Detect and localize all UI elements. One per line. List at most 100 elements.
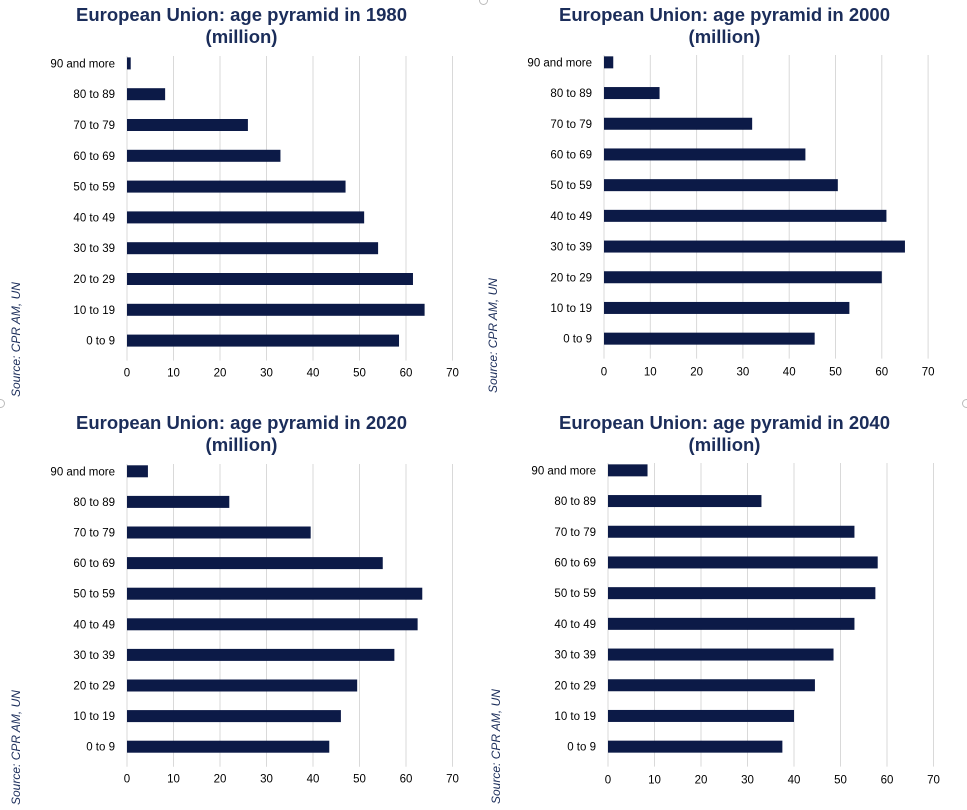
resize-handle [0, 399, 5, 408]
chart-panel-1980: European Union: age pyramid in 1980 (mil… [0, 0, 483, 402]
category-label: 70 to 79 [550, 119, 592, 131]
bar [604, 117, 753, 130]
bar [127, 679, 358, 692]
category-label: 10 to 19 [73, 711, 115, 723]
bar [127, 587, 423, 600]
category-label: 40 to 49 [550, 211, 592, 223]
category-label: 0 to 9 [563, 334, 592, 346]
x-tick-label: 70 [927, 775, 940, 787]
bar [608, 464, 648, 477]
category-label: 20 to 29 [554, 680, 596, 692]
bar-chart-2000: 0 10 20 30 40 50 60 70 90 and more 80 to 89 70 to … [527, 55, 935, 379]
bar [608, 587, 876, 600]
x-tick-label: 60 [400, 368, 413, 380]
x-tick-label: 40 [307, 368, 320, 380]
bar [608, 709, 794, 722]
bar [608, 495, 762, 508]
category-label: 60 to 69 [550, 149, 592, 161]
bar [604, 56, 614, 69]
category-label: 40 to 49 [73, 212, 115, 224]
category-label: 40 to 49 [554, 619, 596, 631]
chart-title-line2: (million) [205, 434, 278, 455]
bar [604, 148, 806, 161]
x-tick-label: 50 [353, 368, 366, 380]
category-label: 50 to 59 [554, 588, 596, 600]
category-label: 80 to 89 [73, 497, 115, 509]
category-label: 30 to 39 [73, 650, 115, 662]
x-tick-label: 50 [834, 775, 847, 787]
bar [127, 740, 330, 753]
bar [608, 525, 855, 538]
category-label: 70 to 79 [73, 528, 115, 540]
category-label: 0 to 9 [86, 336, 115, 348]
bar [127, 211, 365, 224]
x-tick-label: 10 [644, 367, 657, 379]
bar [127, 88, 166, 101]
bar [604, 209, 887, 222]
chart-title-line2: (million) [688, 26, 761, 47]
bar [604, 87, 660, 100]
x-tick-label: 50 [353, 774, 366, 786]
bar [127, 149, 281, 162]
category-label: 90 and more [527, 57, 592, 69]
bar [127, 648, 395, 661]
x-tick-label: 10 [167, 368, 180, 380]
bar [127, 557, 383, 570]
bar [127, 119, 248, 131]
x-tick-label: 0 [124, 368, 130, 380]
bar [608, 740, 783, 753]
bar [127, 710, 341, 723]
x-tick-label: 70 [922, 367, 935, 379]
bar [127, 618, 418, 631]
category-label: 20 to 29 [550, 272, 592, 284]
category-label: 0 to 9 [86, 742, 115, 754]
category-label: 10 to 19 [554, 711, 596, 723]
chart-title-line1: European Union: age pyramid in 2000 [558, 4, 891, 25]
x-tick-label: 10 [167, 774, 180, 786]
category-label: 50 to 59 [73, 182, 115, 194]
bar [604, 240, 905, 253]
bar [604, 179, 838, 192]
category-label: 80 to 89 [554, 496, 596, 508]
chart-panel-2000: European Union: age pyramid in 2000 (mil… [483, 0, 966, 402]
bar [127, 273, 413, 285]
category-label: 30 to 39 [554, 650, 596, 662]
bar [608, 556, 878, 569]
x-tick-label: 20 [695, 775, 708, 787]
x-tick-label: 0 [124, 774, 130, 786]
bar [604, 332, 815, 345]
x-tick-label: 30 [737, 367, 750, 379]
bar [127, 334, 400, 347]
category-label: 60 to 69 [73, 151, 115, 163]
bar [608, 617, 855, 630]
x-tick-label: 20 [690, 367, 703, 379]
category-label: 80 to 89 [73, 89, 115, 101]
x-tick-label: 10 [648, 775, 661, 787]
category-label: 70 to 79 [554, 527, 596, 539]
category-label: 80 to 89 [550, 88, 592, 100]
category-label: 60 to 69 [554, 557, 596, 569]
category-label: 50 to 59 [550, 180, 592, 192]
bar [604, 271, 882, 284]
x-tick-label: 60 [875, 367, 888, 379]
category-label: 40 to 49 [73, 619, 115, 631]
chart-title-line2: (million) [205, 26, 278, 47]
x-tick-label: 70 [446, 368, 459, 380]
category-label: 90 and more [50, 58, 115, 70]
chart-title: European Union: age pyramid in 1980 (mil… [0, 4, 483, 48]
x-tick-label: 20 [214, 368, 227, 380]
x-tick-label: 60 [400, 774, 413, 786]
chart-title: European Union: age pyramid in 2000 (mil… [483, 4, 966, 48]
category-label: 60 to 69 [73, 558, 115, 570]
x-tick-label: 30 [260, 368, 273, 380]
bar [127, 465, 148, 478]
chart-panel-2020: European Union: age pyramid in 2020 (mil… [0, 408, 483, 810]
category-label: 20 to 29 [73, 681, 115, 693]
x-tick-label: 70 [446, 774, 459, 786]
x-tick-label: 0 [601, 367, 607, 379]
resize-handle [479, 0, 488, 5]
category-label: 90 and more [531, 465, 596, 477]
category-label: 10 to 19 [73, 305, 115, 317]
bar-chart-2040: 0 10 20 30 40 50 60 70 90 and more 80 to 89 70 to … [531, 463, 940, 787]
chart-title-line1: European Union: age pyramid in 1980 [75, 4, 408, 25]
